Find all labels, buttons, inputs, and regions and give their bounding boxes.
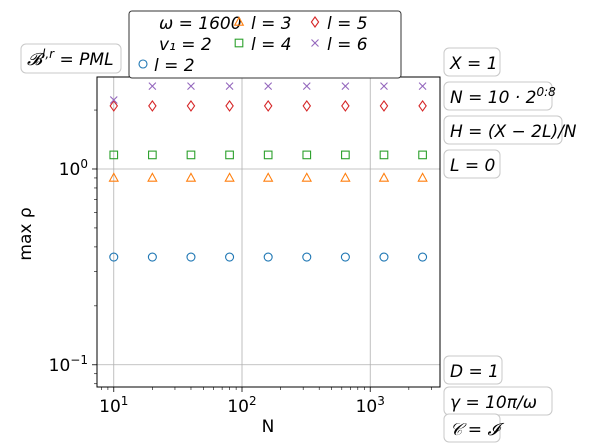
series-2 — [109, 252, 428, 262]
data-point — [302, 99, 312, 112]
data-point — [262, 172, 274, 182]
y-tick-labels: 10−1 100 — [49, 157, 88, 376]
data-point — [225, 252, 235, 262]
y-tick-label: 10−1 — [49, 353, 88, 376]
data-point — [225, 99, 234, 112]
boundary-annotation: 𝓑l,r = PML — [20, 43, 122, 74]
parameter-text: H = (X − 2L)/N — [450, 122, 577, 142]
data-point — [378, 172, 390, 182]
y-axis-label: max ρ — [16, 207, 36, 260]
parameter-box: H = (X − 2L)/N — [443, 115, 577, 145]
series-5 — [109, 99, 427, 112]
x-tick-label: 103 — [356, 394, 385, 417]
y-tick-label: 100 — [59, 157, 88, 180]
data-point — [379, 252, 389, 262]
data-point — [302, 252, 312, 262]
legend-marker — [233, 16, 245, 26]
grid-lines — [97, 77, 440, 387]
data-point — [186, 252, 196, 262]
series-3 — [108, 172, 428, 182]
data-markers — [108, 82, 428, 262]
parameter-box: N = 10 · 20:8 — [443, 81, 556, 111]
data-point — [186, 99, 196, 112]
parameter-box: γ = 10π/ω — [443, 386, 553, 416]
legend-marker — [138, 59, 148, 69]
plot-area-frame — [96, 76, 441, 388]
data-point — [109, 96, 118, 104]
legend-label: l = 6 — [327, 35, 368, 55]
parameter-text: X = 1 — [449, 54, 498, 74]
data-point — [301, 172, 313, 182]
data-point — [109, 150, 119, 160]
data-point — [185, 172, 197, 182]
legend-label: l = 5 — [327, 14, 368, 34]
parameter-text: D = 1 — [450, 362, 499, 382]
x-tick-labels: 101 102 103 — [99, 394, 385, 417]
parameter-annotations: X = 1 N = 10 · 20:8 H = (X − 2L)/N L = 0 D =… — [443, 47, 577, 443]
data-point — [418, 150, 427, 160]
legend-label: l = 4 — [251, 35, 292, 55]
legend-label: l = 3 — [251, 14, 292, 34]
parameter-text: γ = 10π/ω — [450, 393, 537, 413]
legend-header-v1: v₁ = 2 — [159, 35, 212, 55]
data-point — [341, 150, 350, 160]
parameter-text: L = 0 — [450, 156, 495, 176]
axis-ticks — [92, 109, 432, 392]
legend-marker — [310, 16, 320, 28]
data-point — [147, 172, 158, 182]
data-point — [341, 82, 350, 91]
parameter-text: N = 10 · 20:8 — [450, 85, 556, 108]
data-point — [417, 172, 428, 182]
x-tick-label: 102 — [227, 394, 256, 417]
data-point — [263, 252, 273, 262]
data-point — [418, 82, 427, 91]
data-point — [340, 252, 350, 262]
data-point — [380, 82, 388, 91]
data-point — [225, 82, 234, 91]
parameter-text: 𝒞 = 𝓘 — [450, 420, 504, 440]
data-point — [225, 150, 234, 160]
data-point — [302, 82, 311, 91]
boundary-condition-text: 𝓑l,r = PML — [27, 47, 114, 70]
data-point — [186, 150, 196, 160]
x-axis-label: N — [262, 417, 275, 437]
parameter-box: D = 1 — [443, 355, 503, 385]
series-6 — [109, 82, 427, 104]
legend-header-omega: ω = 1600 — [159, 14, 242, 34]
data-point — [379, 150, 389, 160]
data-point — [263, 150, 273, 160]
data-point — [418, 252, 428, 262]
data-point — [109, 99, 119, 112]
data-point — [148, 82, 157, 91]
legend-label: l = 2 — [154, 56, 195, 76]
data-point — [108, 172, 119, 182]
data-point — [148, 99, 157, 112]
parameter-box: 𝒞 = 𝓘 — [443, 413, 504, 443]
data-point — [418, 99, 427, 112]
data-point — [147, 252, 157, 262]
legend-marker — [234, 38, 244, 48]
data-point — [302, 150, 312, 160]
legend-marker — [311, 39, 319, 47]
data-point — [264, 82, 273, 91]
parameter-box: X = 1 — [443, 47, 501, 77]
data-point — [263, 99, 273, 112]
data-point — [187, 82, 195, 91]
data-point — [379, 99, 389, 112]
series-4 — [109, 150, 427, 160]
parameter-box: L = 0 — [443, 149, 501, 179]
data-point — [341, 99, 350, 112]
legend: ω = 1600 v₁ = 2 l = 2 l = 3l = 4 l = 5l = … — [128, 10, 402, 79]
data-point — [224, 172, 235, 182]
data-point — [148, 150, 157, 160]
x-tick-label: 101 — [99, 394, 128, 417]
data-point — [109, 252, 119, 262]
data-point — [340, 172, 351, 182]
